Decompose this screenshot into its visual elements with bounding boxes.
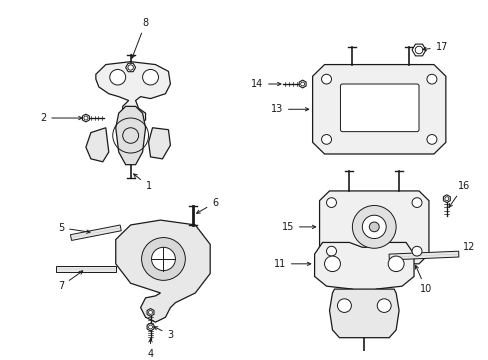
Text: 5: 5 — [58, 223, 90, 233]
Polygon shape — [86, 128, 108, 162]
Text: 3: 3 — [154, 327, 173, 340]
Polygon shape — [116, 106, 145, 165]
Text: 11: 11 — [273, 259, 310, 269]
FancyBboxPatch shape — [340, 84, 418, 132]
Circle shape — [337, 299, 351, 312]
Text: 13: 13 — [270, 104, 308, 114]
Circle shape — [411, 246, 421, 256]
Polygon shape — [443, 195, 449, 203]
Circle shape — [426, 135, 436, 144]
Circle shape — [142, 69, 158, 85]
Text: 17: 17 — [422, 42, 447, 52]
Polygon shape — [82, 114, 89, 122]
Polygon shape — [314, 242, 413, 293]
Text: 4: 4 — [147, 339, 153, 359]
Circle shape — [142, 238, 185, 280]
Text: 12: 12 — [462, 242, 474, 252]
Circle shape — [326, 246, 336, 256]
Polygon shape — [116, 220, 210, 322]
Polygon shape — [148, 128, 170, 159]
Polygon shape — [319, 191, 428, 264]
Polygon shape — [147, 323, 154, 331]
Polygon shape — [388, 251, 458, 260]
Polygon shape — [411, 44, 425, 56]
Circle shape — [109, 69, 125, 85]
Circle shape — [414, 46, 422, 54]
Circle shape — [321, 135, 331, 144]
Polygon shape — [147, 309, 154, 316]
Circle shape — [326, 198, 336, 207]
Polygon shape — [70, 225, 121, 240]
Circle shape — [151, 247, 175, 271]
Text: 6: 6 — [196, 198, 218, 213]
Text: 9: 9 — [0, 359, 1, 360]
Circle shape — [426, 74, 436, 84]
Polygon shape — [312, 64, 445, 154]
Text: 15: 15 — [281, 222, 315, 232]
Text: 7: 7 — [58, 271, 82, 291]
Text: 8: 8 — [131, 18, 148, 58]
Polygon shape — [96, 62, 170, 123]
Polygon shape — [125, 63, 135, 72]
Circle shape — [362, 215, 386, 239]
Circle shape — [368, 222, 379, 232]
Text: 1: 1 — [133, 174, 151, 191]
Polygon shape — [56, 266, 116, 271]
Text: 2: 2 — [40, 113, 82, 123]
Text: 16: 16 — [448, 181, 469, 207]
Polygon shape — [299, 80, 305, 88]
Text: 14: 14 — [250, 79, 280, 89]
Circle shape — [128, 65, 133, 70]
Circle shape — [387, 256, 403, 271]
Polygon shape — [329, 289, 398, 338]
Circle shape — [376, 299, 390, 312]
Circle shape — [352, 206, 395, 248]
Circle shape — [411, 198, 421, 207]
Text: 10: 10 — [414, 265, 431, 294]
Circle shape — [321, 74, 331, 84]
Circle shape — [324, 256, 340, 271]
